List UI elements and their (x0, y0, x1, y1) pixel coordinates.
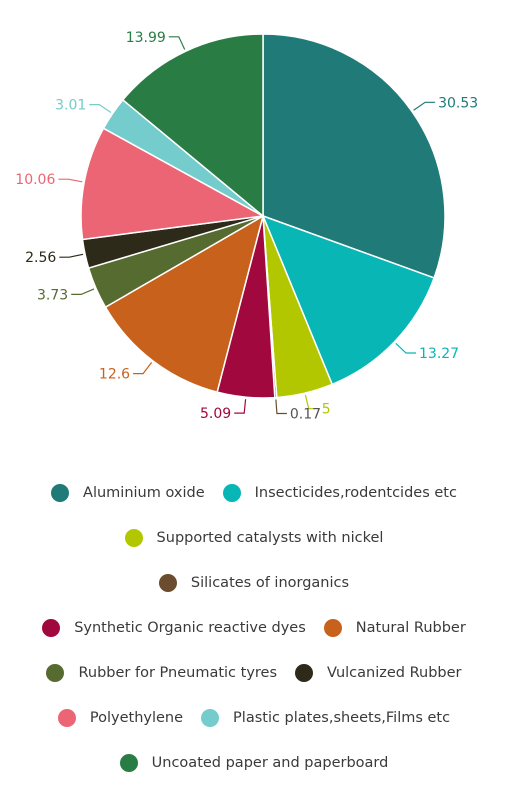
legend-label: Aluminium oxide (83, 484, 205, 501)
legend-swatch (42, 618, 61, 637)
legend-item[interactable]: Silicates of inorganics (158, 573, 350, 592)
chart-legend: Aluminium oxide Insecticides,rodentcides … (0, 470, 508, 785)
legend-swatch (222, 483, 241, 502)
legend-item[interactable]: Vulcanized Rubber (295, 663, 462, 682)
legend-label: Synthetic Organic reactive dyes (74, 619, 306, 636)
leader-line-11 (168, 36, 186, 50)
legend-row: Polyethylene Plastic plates,sheets,Films … (0, 695, 508, 740)
legend-row: Uncoated paper and paperboard (0, 740, 508, 785)
legend-item[interactable]: Insecticides,rodentcides etc (222, 483, 457, 502)
leader-line-3 (304, 394, 319, 410)
legend-item[interactable]: Natural Rubber (323, 618, 466, 637)
pie-slice-1 (262, 33, 446, 279)
legend-row: Supported catalysts with nickel (0, 515, 508, 560)
data-label-10: 3.01 (55, 98, 86, 114)
legend-label: Supported catalysts with nickel (156, 529, 384, 546)
leader-line-5 (234, 399, 247, 414)
legend-item[interactable]: Synthetic Organic reactive dyes (42, 618, 306, 637)
legend-row: Aluminium oxide Insecticides,rodentcides … (0, 470, 508, 515)
leader-line-8 (59, 253, 84, 258)
leader-line-4 (275, 399, 287, 415)
legend-item[interactable]: Polyethylene (57, 708, 184, 727)
data-label-4: 0.17 (290, 407, 321, 423)
legend-label: Silicates of inorganics (190, 574, 350, 591)
data-label-1: 30.53 (438, 95, 478, 111)
pie-chart: 30.53 13.27 50.17 5.09 12.6 3.73 2.56 10.06 3.01… (15, 30, 478, 423)
legend-swatch (158, 573, 177, 592)
legend-item[interactable]: Rubber for Pneumatic tyres (46, 663, 278, 682)
legend-label: Vulcanized Rubber (327, 664, 462, 681)
legend-swatch (201, 708, 220, 727)
legend-swatch (46, 663, 65, 682)
data-label-2: 13.27 (419, 346, 459, 362)
legend-item[interactable]: Plastic plates,sheets,Films etc (201, 708, 451, 727)
data-label-5: 5.09 (200, 406, 231, 422)
legend-row: Rubber for Pneumatic tyres Vulcanized Rub… (0, 650, 508, 695)
legend-item[interactable]: Supported catalysts with nickel (124, 528, 384, 547)
legend-label: Natural Rubber (355, 619, 466, 636)
data-label-11: 13.99 (126, 30, 166, 46)
leader-line-1 (413, 101, 436, 111)
data-label-9: 10.06 (15, 172, 55, 188)
legend-row: Silicates of inorganics (0, 560, 508, 605)
legend-label: Plastic plates,sheets,Films etc (233, 709, 451, 726)
leader-line-7 (71, 288, 95, 295)
legend-label: Polyethylene (89, 709, 184, 726)
legend-label: Insecticides,rodentcides etc (254, 484, 457, 501)
legend-swatch (57, 708, 76, 727)
pie-slice-9 (80, 127, 266, 241)
legend-row: Synthetic Organic reactive dyes Natural R… (0, 605, 508, 650)
legend-swatch (51, 483, 70, 502)
legend-swatch (124, 528, 143, 547)
leader-line-2 (395, 342, 416, 354)
legend-label: Rubber for Pneumatic tyres (78, 664, 278, 681)
legend-swatch (323, 618, 342, 637)
leader-line-6 (133, 362, 153, 375)
legend-label: Uncoated paper and paperboard (151, 754, 389, 771)
pie-slice-6 (104, 214, 265, 394)
pie-slice-11 (121, 33, 264, 218)
legend-swatch (119, 753, 138, 772)
data-label-8: 2.56 (25, 250, 56, 266)
pie-slice-2 (261, 214, 436, 386)
legend-swatch (295, 663, 314, 682)
legend-item[interactable]: Aluminium oxide (51, 483, 205, 502)
data-label-7: 3.73 (37, 287, 68, 303)
leader-line-10 (89, 103, 112, 113)
leader-line-9 (58, 178, 83, 183)
data-label-3: 5 (322, 402, 331, 418)
data-label-6: 12.6 (99, 367, 130, 383)
legend-item[interactable]: Uncoated paper and paperboard (119, 753, 389, 772)
